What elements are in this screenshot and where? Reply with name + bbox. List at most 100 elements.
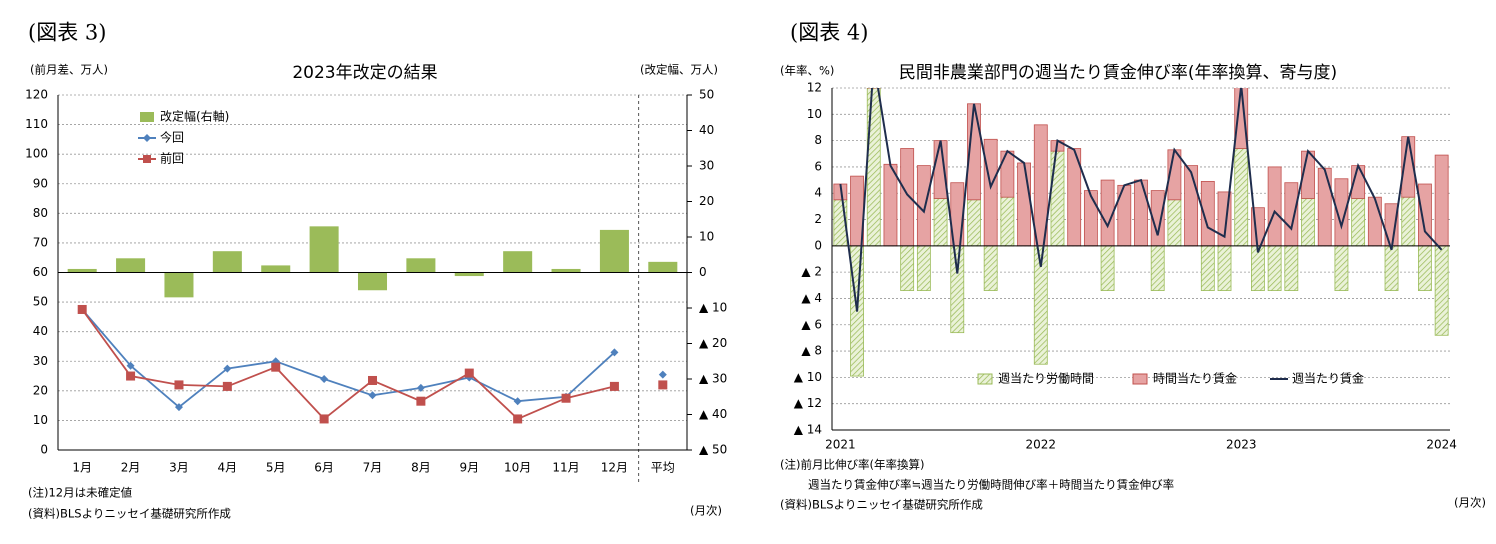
y-tick-label: 10 <box>33 413 48 427</box>
x-tick-label: 1月 <box>72 461 92 475</box>
y-tick-label: 4 <box>814 186 822 200</box>
y-tick-label: ▲ 10 <box>794 370 822 384</box>
x-axis-label: (月次) <box>1454 496 1486 510</box>
x-tick-label: 2023 <box>1226 438 1257 452</box>
y-tick-label: 6 <box>814 159 822 173</box>
y-tick-label: 30 <box>33 354 48 368</box>
bar <box>1384 245 1399 291</box>
source: (資料)BLSよりニッセイ基礎研究所作成 <box>28 507 231 521</box>
y-tick-label: 40 <box>33 324 48 338</box>
bar <box>1200 245 1215 291</box>
bar <box>1301 198 1315 247</box>
marker <box>320 375 329 383</box>
x-tick-label: 2024 <box>1426 438 1457 452</box>
bar <box>983 245 998 291</box>
y-tick-label: 90 <box>33 176 48 190</box>
marker <box>416 383 425 392</box>
bar <box>916 245 931 291</box>
y-tick-label: 60 <box>33 265 48 279</box>
marker <box>223 364 232 373</box>
y-tick-label: 2 <box>814 212 822 226</box>
y-tick-label: 70 <box>33 235 48 249</box>
x-tick-label: 9月 <box>459 461 479 475</box>
bar <box>1267 245 1282 291</box>
marker <box>126 371 136 381</box>
legend-label: 今回 <box>160 130 184 145</box>
y2-tick-label: 10 <box>699 230 714 244</box>
line <box>82 310 663 419</box>
bar <box>1418 245 1432 291</box>
bar <box>503 251 533 273</box>
bar <box>1000 150 1015 198</box>
x-tick-label: 10月 <box>504 461 531 475</box>
marker <box>658 380 668 390</box>
bar <box>1083 190 1098 247</box>
bar <box>883 163 898 247</box>
bar <box>1100 245 1115 291</box>
y-tick-label: 50 <box>33 295 48 309</box>
chart-title: 民間非農業部門の週当たり賃金伸び率(年率換算、寄与度) <box>899 63 1337 83</box>
legend-swatch <box>1132 373 1148 385</box>
y-tick-label: 8 <box>814 133 822 147</box>
x-tick-label: 2022 <box>1026 438 1057 452</box>
y-tick-label: 12 <box>807 81 822 95</box>
legend-swatch <box>140 112 154 122</box>
y2-tick-label: 20 <box>699 194 714 208</box>
bar <box>1434 154 1449 247</box>
legend-label: 前回 <box>160 151 184 166</box>
marker <box>416 396 426 406</box>
bar <box>1434 245 1449 336</box>
x-tick-label: 7月 <box>363 461 383 475</box>
note: (注)前月比伸び率(年率換算) <box>780 458 924 472</box>
bar <box>599 229 629 273</box>
legend-marker <box>143 134 151 142</box>
bar <box>1184 165 1199 247</box>
marker <box>513 414 523 424</box>
y-tick-label: ▲ 6 <box>801 317 822 331</box>
note: 週当たり賃金伸び率≒週当たり労働時間伸び率＋時間当たり賃金伸び率 <box>808 478 1174 492</box>
y-tick-label: 100 <box>25 147 48 161</box>
y-tick-label: 0 <box>814 238 822 252</box>
y-tick-label: 120 <box>25 88 48 102</box>
bar <box>866 88 881 247</box>
bar <box>1134 179 1148 247</box>
bar <box>1050 150 1065 247</box>
bar <box>648 261 678 273</box>
y-tick-label: 10 <box>807 107 822 121</box>
bar <box>950 245 965 334</box>
bar <box>1317 167 1332 247</box>
y-axis-label: (年率、%) <box>780 64 834 78</box>
bar <box>1017 162 1031 247</box>
note: (注)12月は未確定値 <box>28 486 133 500</box>
marker <box>610 348 619 357</box>
y-tick-label: ▲ 4 <box>801 291 822 305</box>
x-tick-label: 2月 <box>121 461 141 475</box>
marker <box>609 381 619 391</box>
y-tick-label: 0 <box>40 443 48 457</box>
y-tick-label: 80 <box>33 206 48 220</box>
y2-tick-label: ▲ 50 <box>699 443 727 457</box>
legend-label: 改定幅(右軸) <box>160 109 229 124</box>
x-tick-label: 6月 <box>314 461 334 475</box>
bar <box>309 226 339 273</box>
legend-label: 時間当たり賃金 <box>1153 371 1237 386</box>
marker <box>271 362 281 372</box>
bar <box>1367 196 1382 247</box>
y2-tick-label: ▲ 10 <box>699 301 727 315</box>
bar <box>406 258 436 273</box>
bar <box>67 268 97 273</box>
bar <box>933 198 948 247</box>
x-tick-label: 3月 <box>169 461 189 475</box>
marker <box>368 375 377 385</box>
bar <box>357 272 388 291</box>
bar <box>1334 245 1349 291</box>
marker <box>464 368 474 378</box>
legend-label: 週当たり労働時間 <box>998 372 1094 386</box>
marker <box>174 403 183 412</box>
y-tick-label: 110 <box>25 117 48 131</box>
y-tick-label: ▲ 8 <box>801 344 822 358</box>
figure-label: (図表 3) <box>28 21 106 45</box>
marker <box>368 391 377 400</box>
bar <box>900 148 915 247</box>
